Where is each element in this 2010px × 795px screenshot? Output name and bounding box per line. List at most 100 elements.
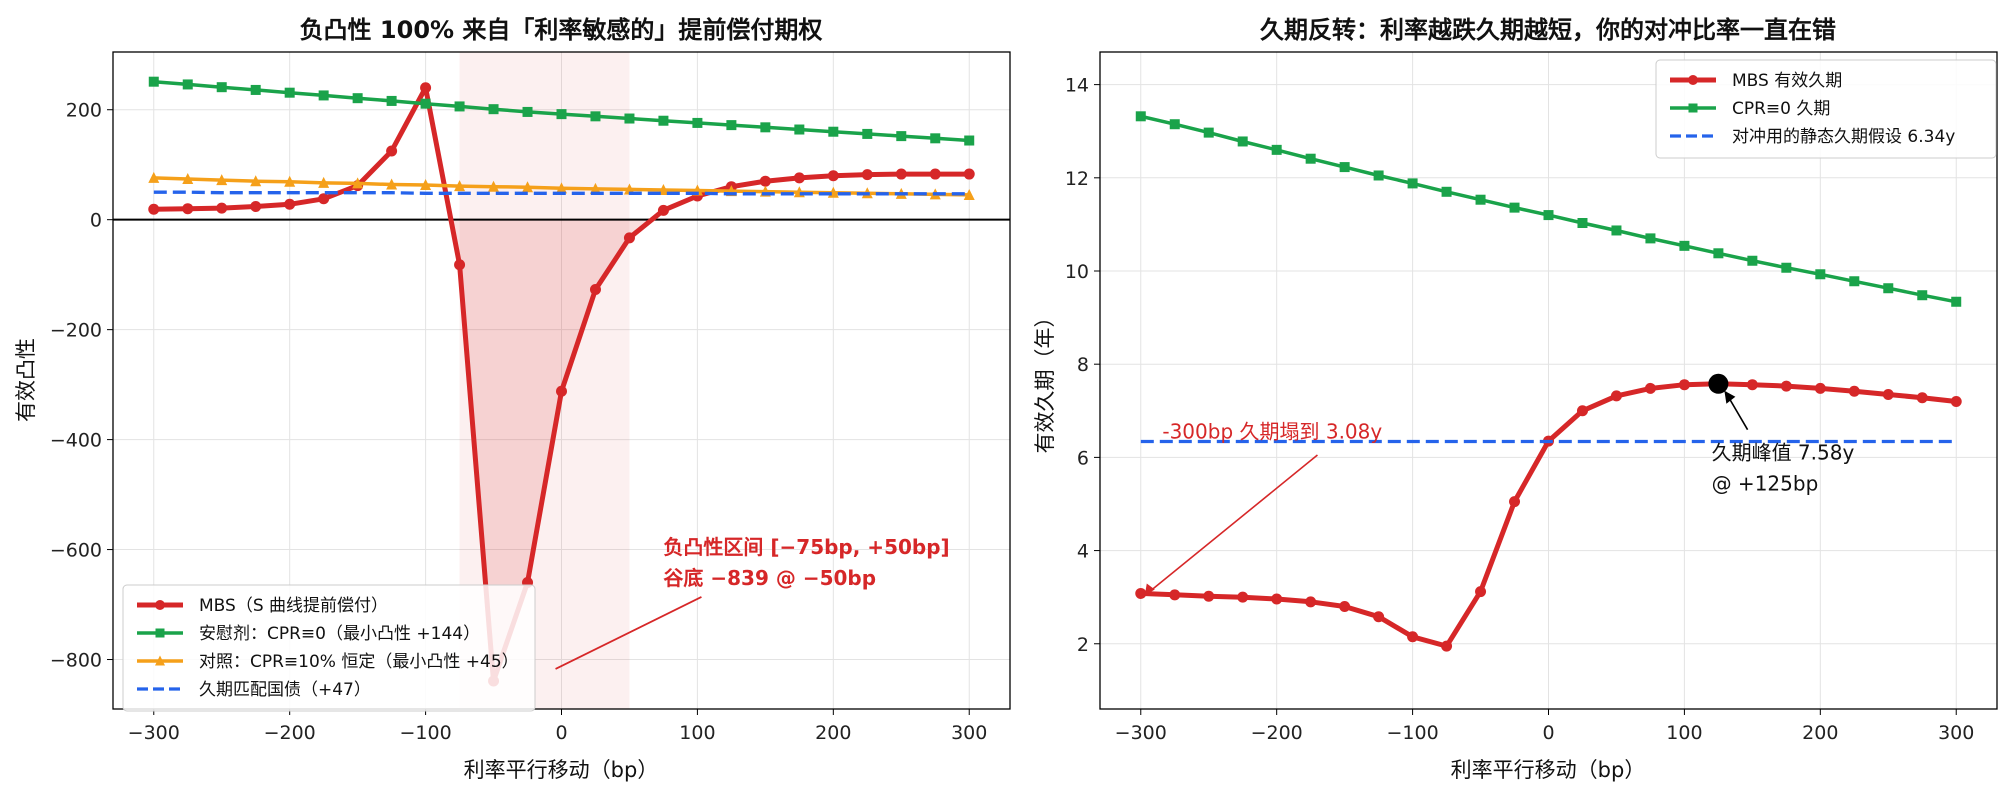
left-legend: MBS（S 曲线提前偿付） 安慰剂：CPR≡0（最小凸性 +144） 对照：CPR≡…: [122, 584, 536, 712]
left-annotation-line-2: 谷底 −839 @ −50bp: [663, 566, 876, 590]
data-point: [827, 170, 839, 182]
panel-left: −300 −200 −100 0 100 200 300 200 0 −200 −400 −600 −8…: [14, 16, 1011, 782]
data-point: [1135, 111, 1146, 122]
data-point: [556, 182, 567, 194]
data-point: [488, 104, 499, 115]
y-tick-label: 2: [1077, 634, 1089, 656]
x-tick-label: 0: [555, 722, 567, 744]
x-tick-label: 200: [1802, 722, 1838, 744]
data-point: [1135, 587, 1147, 599]
data-point: [1950, 395, 1962, 407]
left-series-layer: [148, 76, 975, 687]
data-point: [148, 203, 160, 215]
data-point: [1271, 144, 1282, 155]
data-point: [624, 113, 635, 124]
data-point: [1644, 382, 1656, 394]
left-x-axis-label: 利率平行移动（bp）: [464, 758, 659, 782]
data-point: [1679, 240, 1690, 251]
data-point: [1543, 210, 1554, 221]
left-fill-region: [450, 219, 652, 681]
data-point: [589, 284, 601, 296]
legend-entry-label: 对照：CPR≡10% 恒定（最小凸性 +45）: [199, 652, 519, 672]
data-point: [216, 202, 228, 214]
left-ticks: −300 −200 −100 0 100 200 300 200 0 −200 −400 −600 −8…: [50, 100, 988, 744]
data-point: [1339, 600, 1351, 612]
data-point: [556, 385, 567, 397]
data-point: [930, 133, 941, 144]
data-point: [250, 175, 262, 187]
data-point: [420, 82, 432, 94]
legend-swatch-marker: [1688, 75, 1698, 85]
y-tick-label: −800: [50, 650, 102, 672]
x-tick-label: −300: [1115, 722, 1167, 744]
y-tick-label: 10: [1065, 261, 1089, 283]
data-point: [182, 173, 194, 185]
y-tick-label: 200: [66, 100, 102, 122]
panel-right: −300 −200 −100 0 100 200 300 14 12 10 8 6 4 2 久期反转：利率…: [1033, 16, 1998, 782]
data-point: [1747, 255, 1758, 266]
data-point: [793, 172, 805, 184]
data-point: [963, 168, 975, 180]
data-point: [861, 169, 873, 181]
data-point: [1678, 379, 1690, 391]
data-point: [522, 181, 534, 193]
x-tick-label: −100: [1386, 722, 1438, 744]
data-point: [386, 178, 398, 190]
data-point: [589, 182, 601, 194]
data-point: [216, 174, 228, 186]
data-point: [1780, 380, 1792, 392]
data-point: [1407, 178, 1418, 189]
l-series-3: [153, 190, 970, 196]
right-annotation-trough: -300bp 久期塌到 3.08y: [1162, 420, 1382, 444]
data-point: [1882, 388, 1894, 400]
data-point: [250, 84, 261, 95]
right-annotation-peak-line-2: @ +125bp: [1712, 472, 1819, 496]
data-point: [1441, 186, 1452, 197]
data-point: [1203, 127, 1214, 138]
data-point: [284, 87, 295, 98]
data-point: [1781, 262, 1792, 273]
data-point: [963, 188, 975, 200]
data-point: [1305, 596, 1317, 608]
data-point: [1475, 586, 1487, 598]
data-point: [862, 128, 873, 139]
series-line: [153, 190, 970, 196]
legend-entry-label: 对冲用的静态久期假设 6.34y: [1732, 127, 1955, 147]
data-point: [284, 198, 296, 210]
data-point: [590, 111, 601, 122]
data-point: [1305, 153, 1316, 164]
data-point: [352, 177, 364, 189]
data-point: [1917, 290, 1928, 301]
left-chart-title: 负凸性 100% 来自「利率敏感的」提前偿付期权: [300, 16, 823, 44]
data-point: [148, 76, 159, 87]
data-point: [182, 203, 194, 215]
x-tick-label: −300: [128, 722, 180, 744]
data-point: [1849, 276, 1860, 287]
legend-box: [1655, 59, 1997, 159]
legend-box: [122, 584, 536, 712]
data-point: [216, 82, 227, 93]
data-point: [929, 168, 941, 180]
data-point: [182, 79, 193, 90]
data-point: [488, 180, 500, 192]
data-point: [318, 193, 330, 205]
data-point: [1814, 382, 1826, 394]
data-point: [964, 135, 975, 146]
data-point: [759, 175, 771, 187]
data-point: [1169, 589, 1181, 601]
data-point: [692, 117, 703, 128]
trough-arrow-head: [1144, 583, 1155, 596]
data-point: [658, 115, 669, 126]
x-tick-label: −200: [1251, 722, 1303, 744]
right-ticks: −300 −200 −100 0 100 200 300 14 12 10 8 6 4 2: [1065, 75, 1975, 744]
data-point: [1576, 405, 1588, 417]
data-point: [1441, 640, 1453, 652]
right-y-axis-label: 有效久期（年）: [1033, 307, 1057, 454]
data-point: [1475, 194, 1486, 205]
data-point: [250, 200, 262, 212]
data-point: [1611, 225, 1622, 236]
peak-marker: [1708, 373, 1729, 394]
y-tick-label: 8: [1077, 354, 1089, 376]
data-point: [1848, 385, 1860, 397]
